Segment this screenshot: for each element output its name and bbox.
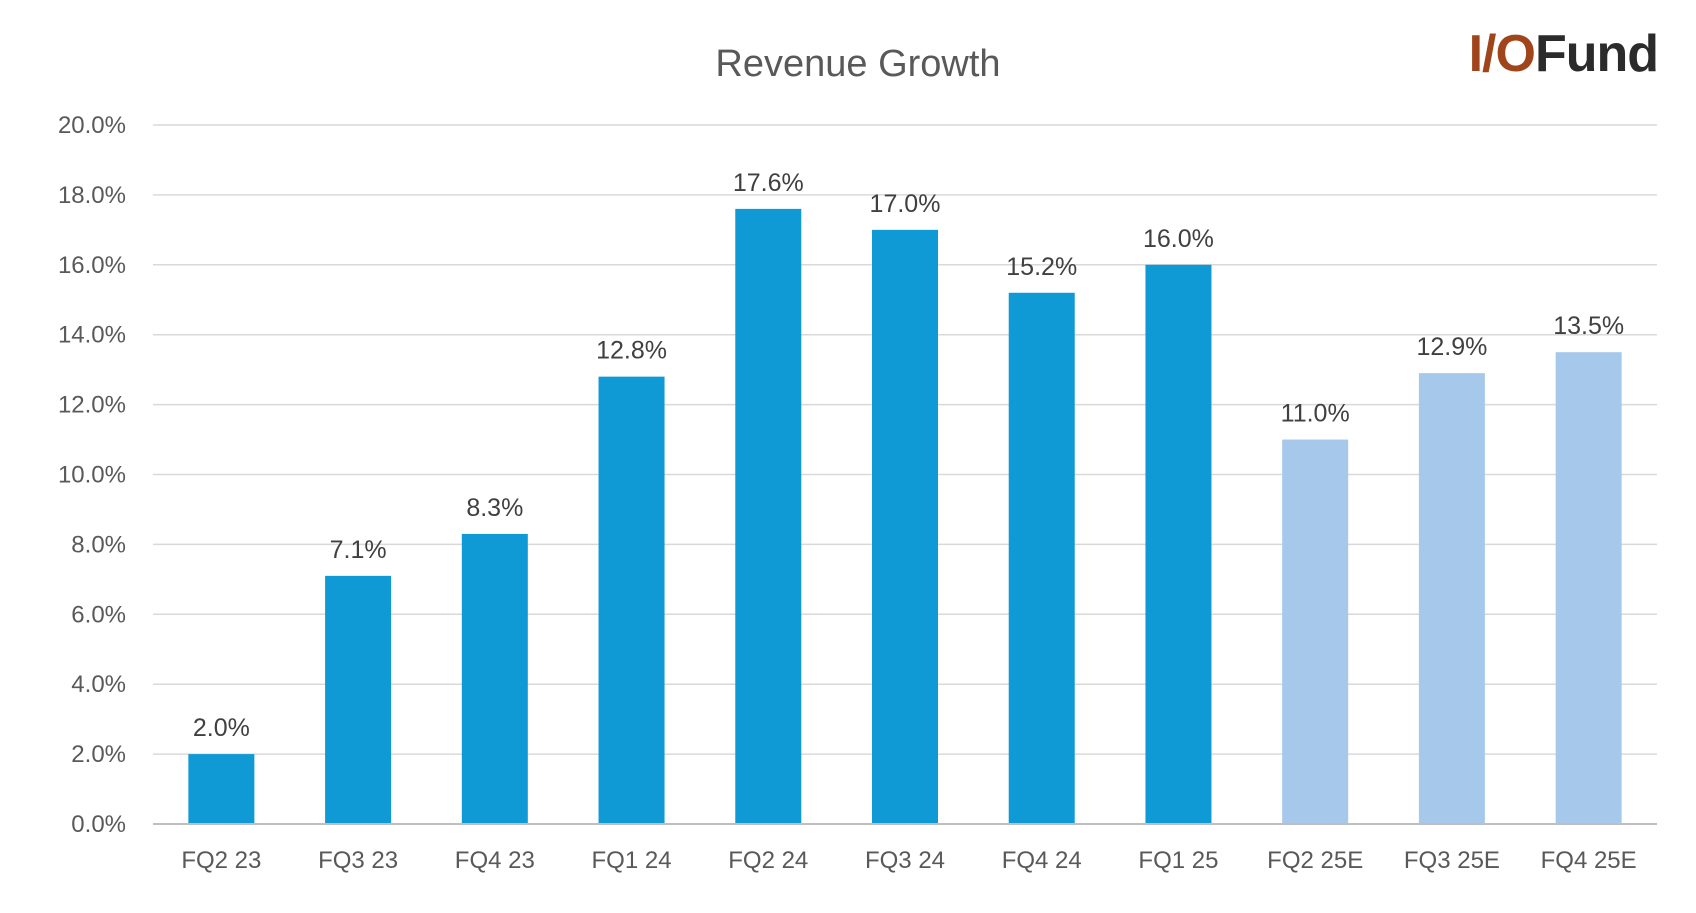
- x-category-label: FQ3 25E: [1404, 847, 1500, 874]
- x-category-label: FQ4 23: [455, 847, 535, 874]
- y-tick-label: 4.0%: [71, 671, 126, 698]
- y-tick-label: 12.0%: [58, 392, 126, 419]
- bar-actual: [872, 229, 938, 825]
- data-label: 12.8%: [596, 337, 667, 365]
- data-label: 11.0%: [1281, 400, 1350, 428]
- x-category-label: FQ1 25: [1138, 847, 1218, 874]
- x-category-label: FQ3 24: [865, 847, 945, 874]
- bar-actual: [598, 376, 665, 824]
- bar-actual: [325, 575, 392, 824]
- y-axis-ticks: 0.0% 2.0% 4.0% 6.0% 8.0% 10.0% 12.0% 14.0% 16.0%…: [58, 112, 126, 838]
- x-category-label: FQ4 24: [1002, 847, 1082, 874]
- bar-actual: [461, 533, 528, 824]
- y-tick-label: 20.0%: [58, 112, 126, 139]
- data-label: 13.5%: [1553, 312, 1624, 340]
- data-label: 17.6%: [733, 169, 804, 197]
- x-category-label: FQ3 23: [318, 847, 398, 874]
- data-label: 15.2%: [1006, 253, 1077, 281]
- io-fund-logo: I/OFund: [1468, 25, 1659, 83]
- x-category-label: FQ1 24: [592, 847, 672, 874]
- bar-actual: [1008, 292, 1075, 824]
- chart-title: Revenue Growth: [715, 43, 1000, 85]
- bar-estimate: [1418, 373, 1485, 824]
- bar-actual: [735, 208, 802, 824]
- data-label: 8.3%: [466, 494, 523, 522]
- logo-io-text: I/O: [1468, 25, 1536, 83]
- y-tick-label: 8.0%: [71, 531, 126, 558]
- data-label: 2.0%: [193, 714, 250, 742]
- bar-estimate: [1282, 439, 1349, 824]
- data-label: 17.0%: [870, 190, 941, 218]
- bar-estimate: [1555, 352, 1622, 824]
- data-label: 12.9%: [1416, 333, 1487, 361]
- y-tick-label: 18.0%: [58, 182, 126, 209]
- data-labels: 2.0% 7.1% 8.3% 12.8% 17.6% 17.0% 15.2% 16.0% 11.…: [193, 169, 1624, 742]
- y-tick-label: 0.0%: [71, 811, 126, 838]
- bars: [188, 208, 1622, 825]
- x-axis-categories: FQ2 23 FQ3 23 FQ4 23 FQ1 24 FQ2 24 FQ3 24 FQ4 …: [181, 847, 1636, 874]
- logo-fund-text: Fund: [1534, 25, 1659, 83]
- y-tick-label: 14.0%: [58, 322, 126, 349]
- y-tick-label: 16.0%: [58, 252, 126, 279]
- data-label: 16.0%: [1143, 225, 1214, 253]
- y-tick-label: 10.0%: [58, 462, 126, 489]
- x-category-label: FQ4 25E: [1541, 847, 1637, 874]
- x-category-label: FQ2 25E: [1267, 847, 1363, 874]
- x-category-label: FQ2 23: [181, 847, 261, 874]
- bar-actual: [1145, 264, 1212, 824]
- data-label: 7.1%: [330, 536, 387, 564]
- x-category-label: FQ2 24: [728, 847, 808, 874]
- bar-actual: [188, 754, 255, 824]
- y-tick-label: 6.0%: [71, 601, 126, 628]
- y-tick-label: 2.0%: [71, 741, 126, 768]
